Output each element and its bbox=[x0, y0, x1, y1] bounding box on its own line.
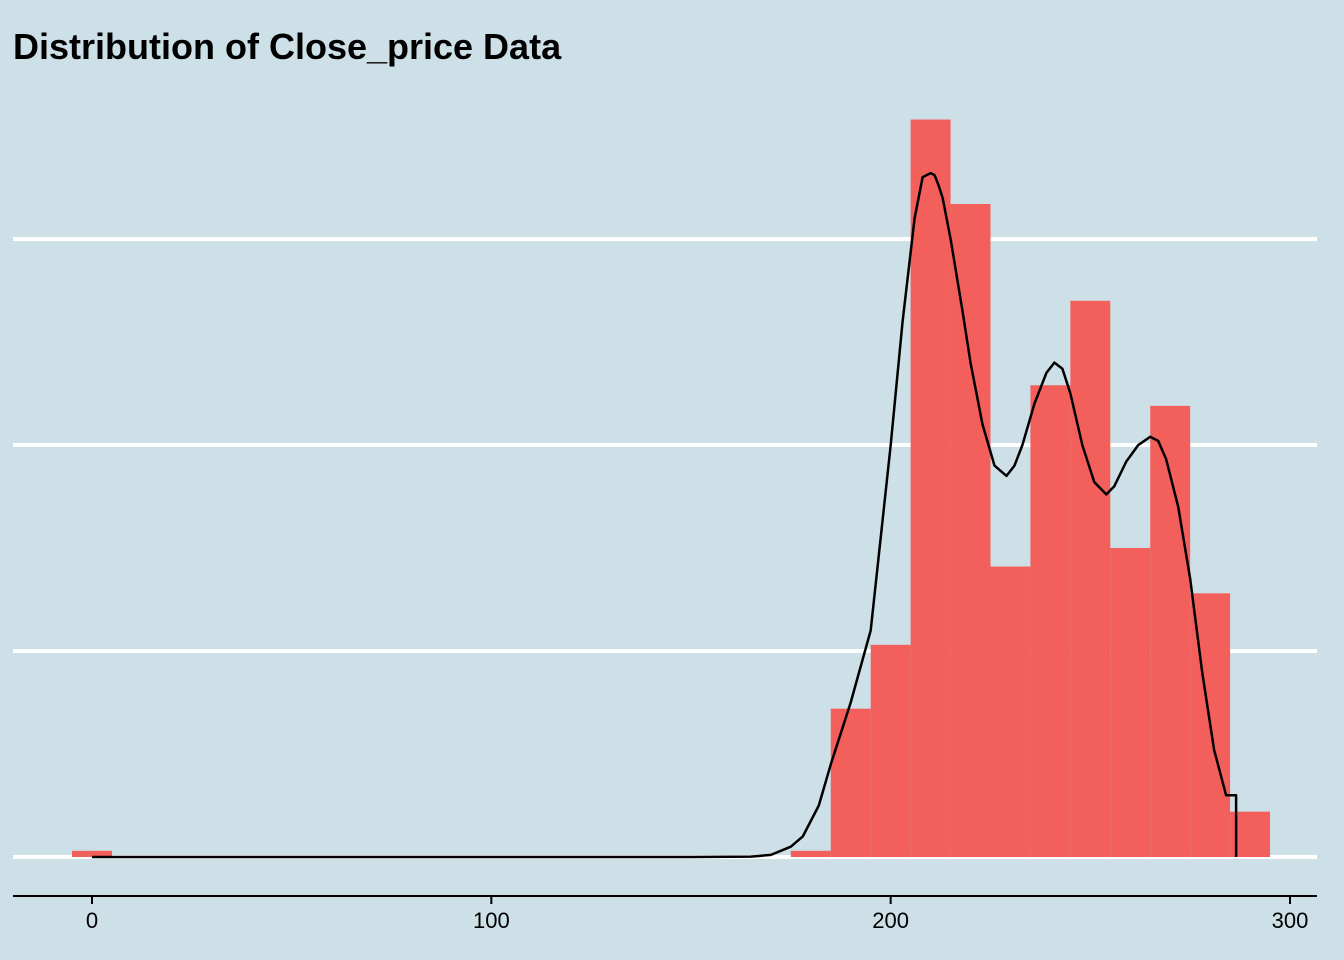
chart-title: Distribution of Close_price Data bbox=[13, 26, 562, 67]
histogram-bar bbox=[830, 708, 871, 857]
histogram-bar bbox=[1110, 548, 1151, 857]
x-tick-label: 100 bbox=[473, 908, 510, 933]
x-tick-label: 300 bbox=[1272, 908, 1309, 933]
histogram-bar bbox=[950, 203, 991, 858]
histogram-bar bbox=[790, 850, 831, 857]
histogram-bar bbox=[990, 566, 1031, 857]
x-tick-label: 0 bbox=[86, 908, 98, 933]
histogram-bars bbox=[72, 119, 1271, 858]
histogram-bar bbox=[1150, 405, 1191, 857]
x-axis: 0 100 200 300 bbox=[13, 895, 1317, 933]
density-curve bbox=[92, 171, 1238, 859]
x-tick-label: 200 bbox=[872, 908, 909, 933]
density-curve-layer bbox=[92, 171, 1238, 859]
histogram-bar bbox=[1070, 300, 1111, 857]
histogram-bar bbox=[1030, 385, 1071, 857]
histogram-bar bbox=[72, 850, 112, 857]
histogram-bar bbox=[870, 644, 911, 857]
histogram-bar bbox=[910, 119, 951, 857]
